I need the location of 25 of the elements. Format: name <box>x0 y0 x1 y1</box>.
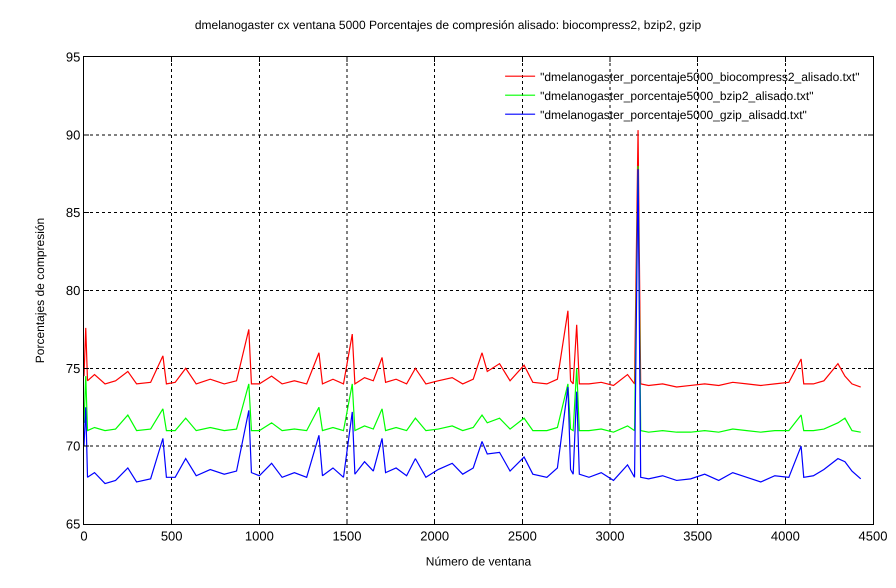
y-tick-label: 65 <box>66 516 80 532</box>
y-axis-title: Porcentajes de compresión <box>33 218 48 364</box>
x-tick-label: 4000 <box>770 528 800 544</box>
x-tick-label: 1000 <box>244 528 274 544</box>
x-tick-label: 2500 <box>508 528 537 544</box>
legend-label: "dmelanogaster_porcentaje5000_gzip_alisado.txt" <box>540 108 807 122</box>
y-tick-label: 95 <box>66 50 80 65</box>
legend-label: "dmelanogaster_porcentaje5000_biocompress2_alisado.txt" <box>540 70 860 84</box>
chart-title: dmelanogaster cx ventana 5000 Porcentajes de compresión alisado: biocompress2, bzip2, gzip <box>194 18 702 32</box>
x-axis-title: Número de ventana <box>426 554 532 568</box>
line-series <box>84 168 862 484</box>
y-tick-label: 90 <box>66 127 80 142</box>
x-tick-label: 1500 <box>332 528 362 544</box>
x-tick-label: 0 <box>80 528 88 544</box>
y-tick-label: 75 <box>66 360 80 376</box>
x-tick-label: 2000 <box>420 528 450 544</box>
y-tick-label: 85 <box>66 205 80 220</box>
x-tick-label: 500 <box>160 528 183 544</box>
legend-label: "dmelanogaster_porcentaje5000_bzip2_alisado.txt" <box>540 88 814 103</box>
y-tick-label: 70 <box>66 438 80 454</box>
x-tick-label: 4500 <box>858 528 888 544</box>
line-series <box>84 130 862 388</box>
x-tick-label: 3000 <box>596 528 624 544</box>
x-tick-label: 3500 <box>683 528 712 544</box>
y-tick-label: 80 <box>66 283 80 298</box>
